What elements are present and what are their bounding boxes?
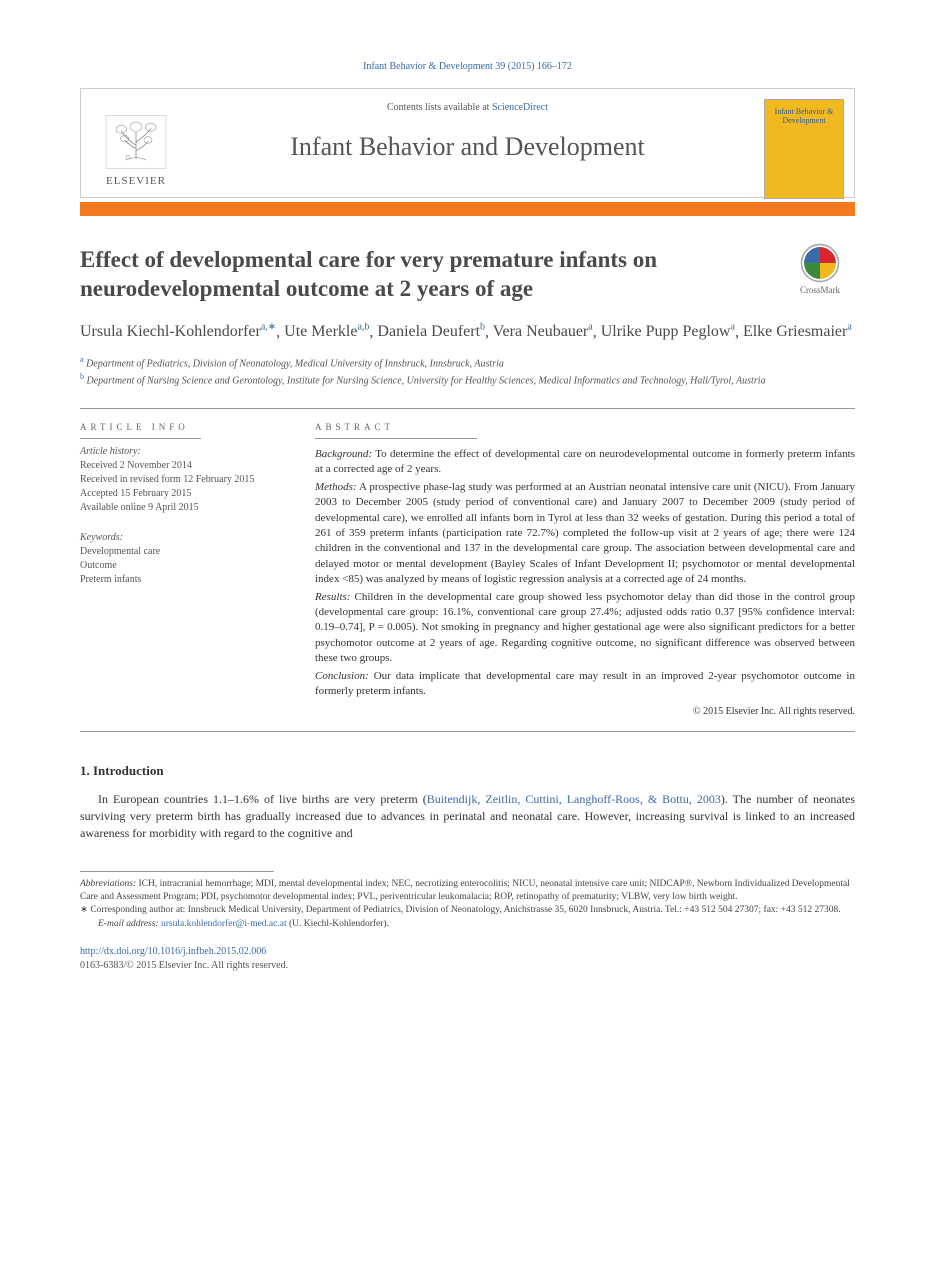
doi-block: http://dx.doi.org/10.1016/j.infbeh.2015.… [80,945,855,973]
abstract-heading: ABSTRACT [315,421,855,434]
email-attribution: (U. Kiechl-Kohlendorfer). [287,919,389,929]
author: Daniela Deufertb [377,323,485,340]
issn-copyright: 0163-6383/© 2015 Elsevier Inc. All right… [80,960,288,971]
journal-name: Infant Behavior and Development [201,129,734,165]
author: Vera Neubauera [493,323,593,340]
abstract-para-head: Background: [315,448,372,460]
keywords-heading: Keywords: [80,531,281,545]
author-list: Ursula Kiechl-Kohlendorfera,∗, Ute Merkl… [80,320,855,344]
article-info-heading: ARTICLE INFO [80,421,281,434]
keyword: Developmental care [80,545,281,559]
contents-available-line: Contents lists available at ScienceDirec… [201,101,734,115]
article-title: Effect of developmental care for very pr… [80,246,855,304]
affiliations: a Department of Pediatrics, Division of … [80,354,855,389]
article-info-column: ARTICLE INFO Article history: Received 2… [80,409,297,731]
abstract-para-head: Results: [315,591,350,603]
author: Ulrike Pupp Peglowa [601,323,735,340]
history-line: Received in revised form 12 February 201… [80,473,281,487]
abstract-paragraph: Conclusion: Our data implicate that deve… [315,669,855,700]
keyword: Outcome [80,559,281,573]
author: Ursula Kiechl-Kohlendorfera,∗ [80,323,276,340]
email-heading: E-mail address: [98,919,159,929]
email-link[interactable]: ursula.kohlendorfer@i-med.ac.at [161,919,287,929]
author: Ute Merklea,b [284,323,369,340]
footnotes: Abbreviations: ICH, intracranial hemorrh… [80,878,855,931]
history-line: Available online 9 April 2015 [80,501,281,515]
section-heading: 1. Introduction [80,762,855,780]
abstract-para-head: Conclusion: [315,670,369,682]
abstract-paragraph: Background: To determine the effect of d… [315,447,855,478]
contents-prefix: Contents lists available at [387,102,492,113]
author-affil-sup: a [588,322,592,333]
corresponding-text: Corresponding author at: Innsbruck Medic… [88,905,841,915]
abstract-column: ABSTRACT Background: To determine the ef… [297,409,855,731]
masthead: ELSEVIER Infant Behavior & Development C… [80,88,855,198]
corresponding-mark: ∗ [80,905,88,915]
intro-paragraph: In European countries 1.1–1.6% of live b… [80,791,855,843]
crossmark-badge[interactable]: CrossMark [785,242,855,312]
abbreviations-text: ICH, intracranial hemorrhage; MDI, menta… [80,879,850,902]
sciencedirect-link[interactable]: ScienceDirect [492,102,548,113]
footnote-rule [80,871,274,872]
author-affil-sup: a [847,322,851,333]
history-line: Received 2 November 2014 [80,459,281,473]
abstract-paragraph: Results: Children in the developmental c… [315,590,855,667]
cover-title: Infant Behavior & Development [769,108,839,126]
journal-cover-thumbnail: Infant Behavior & Development [764,99,844,199]
keyword: Preterm infants [80,573,281,587]
orange-divider-bar [80,202,855,216]
author-affil-sup: a,∗ [261,322,276,333]
article-history-heading: Article history: [80,445,281,459]
citation-link[interactable]: Buitendijk, Zeitlin, Cuttini, Langhoff-R… [427,792,721,806]
elsevier-logo: ELSEVIER [91,99,181,189]
author-affil-sup: b [480,322,485,333]
author-affil-sup: a [730,322,734,333]
abstract-copyright: © 2015 Elsevier Inc. All rights reserved… [315,705,855,719]
citation-line: Infant Behavior & Development 39 (2015) … [80,60,855,74]
abbreviations-heading: Abbreviations: [80,879,136,889]
abstract-para-head: Methods: [315,481,357,493]
affiliation: b Department of Nursing Science and Gero… [80,371,855,388]
history-line: Accepted 15 February 2015 [80,487,281,501]
elsevier-tree-icon [101,112,171,172]
crossmark-label: CrossMark [800,284,840,297]
publisher-name: ELSEVIER [106,174,166,189]
intro-text-pre: In European countries 1.1–1.6% of live b… [98,792,427,806]
doi-link[interactable]: http://dx.doi.org/10.1016/j.infbeh.2015.… [80,946,266,957]
affiliation-sup: b [80,372,84,381]
author: Elke Griesmaiera [743,323,852,340]
crossmark-icon [799,242,841,284]
affiliation: a Department of Pediatrics, Division of … [80,354,855,371]
abstract-paragraph: Methods: A prospective phase-lag study w… [315,480,855,588]
affiliation-sup: a [80,355,84,364]
author-affil-sup: a,b [357,322,369,333]
